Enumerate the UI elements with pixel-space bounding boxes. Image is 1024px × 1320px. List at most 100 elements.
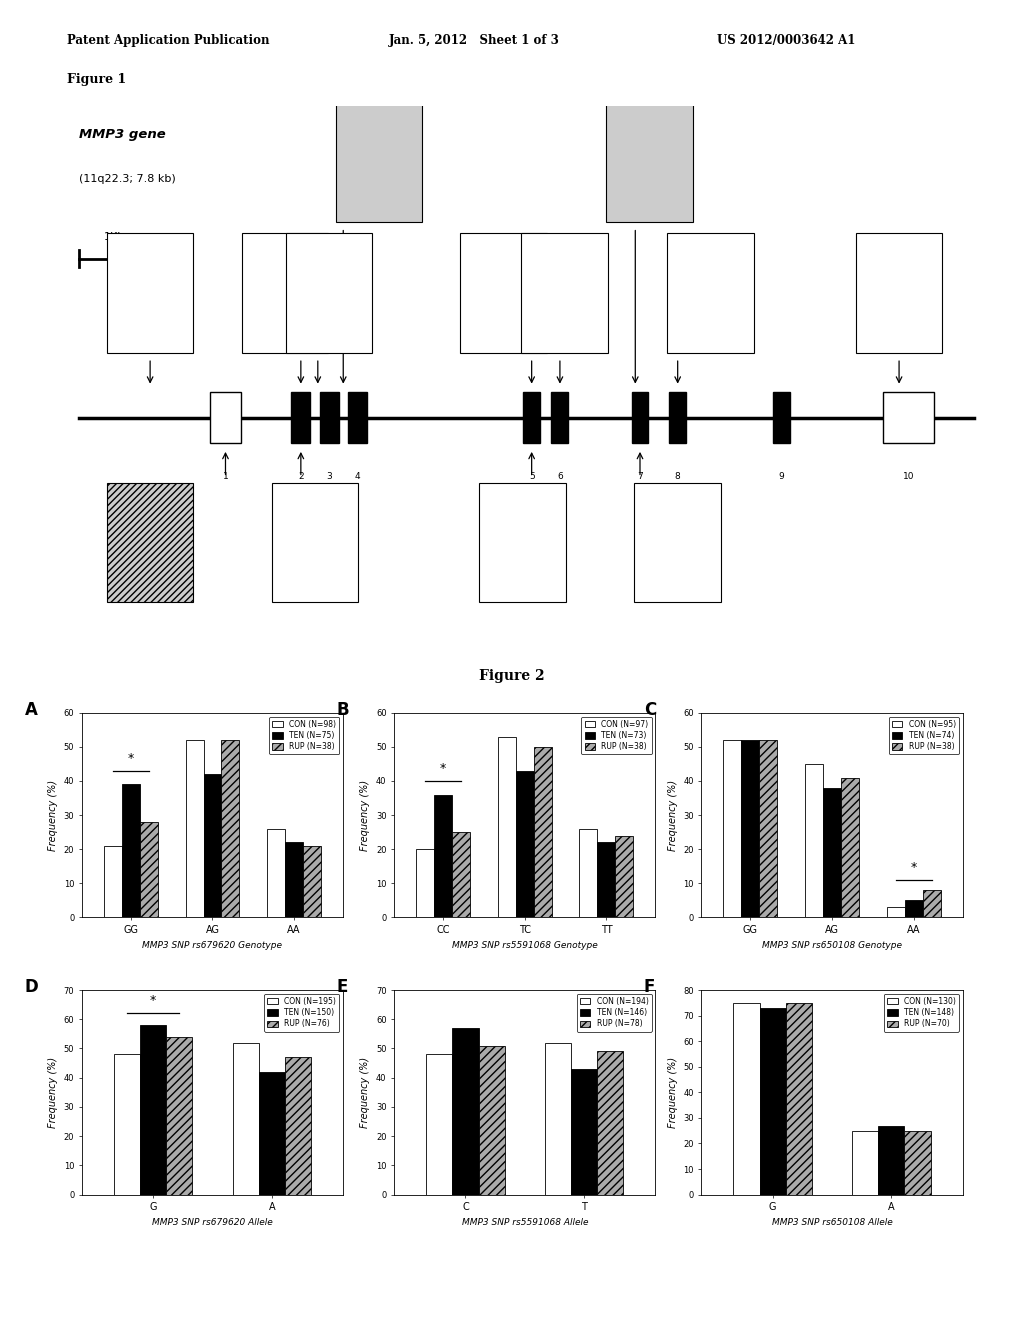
Bar	[760, 741, 777, 917]
Y-axis label: Frequency (%): Frequency (%)	[48, 780, 58, 850]
Text: C/T D96D: C/T D96D	[308, 243, 350, 252]
Bar	[348, 392, 367, 444]
Legend: CON (N=95), TEN (N=74), RUP (N=38): CON (N=95), TEN (N=74), RUP (N=38)	[889, 717, 958, 754]
Text: A/G G264G: A/G G264G	[541, 243, 589, 252]
Bar	[232, 1043, 259, 1195]
Bar	[122, 784, 140, 917]
Bar	[805, 764, 823, 917]
Bar	[204, 774, 221, 917]
Text: 4: 4	[354, 471, 360, 480]
Text: G/A ¹: G/A ¹	[667, 492, 688, 502]
Text: Figure 1: Figure 1	[67, 73, 126, 86]
Bar	[210, 392, 241, 444]
Text: (rs5591068): (rs5591068)	[500, 531, 545, 537]
Bar	[267, 829, 285, 917]
Y-axis label: Frequency (%): Frequency (%)	[360, 1057, 371, 1127]
Text: G, f=0.81: G, f=0.81	[547, 319, 582, 325]
Bar	[904, 900, 923, 917]
Text: (11q22.3; 7.8 kb): (11q22.3; 7.8 kb)	[80, 174, 176, 183]
Bar	[104, 846, 122, 917]
Legend: CON (N=130), TEN (N=148), RUP (N=70): CON (N=130), TEN (N=148), RUP (N=70)	[884, 994, 958, 1031]
Text: *: *	[128, 751, 134, 764]
Text: 2: 2	[298, 471, 304, 480]
Y-axis label: Frequency (%): Frequency (%)	[360, 780, 371, 850]
Text: C/T H377H: C/T H377H	[626, 112, 673, 121]
Text: 1Kb: 1Kb	[104, 232, 125, 242]
Text: A/G E45K: A/G E45K	[295, 492, 336, 502]
Text: *: *	[910, 861, 916, 874]
X-axis label: MMP3 SNP rs5591068 Allele: MMP3 SNP rs5591068 Allele	[462, 1218, 588, 1226]
Text: T, f=0.02²: T, f=0.02²	[485, 319, 521, 326]
Text: (rs41357346): (rs41357346)	[478, 281, 528, 288]
Bar	[773, 392, 790, 444]
Bar	[597, 1051, 624, 1195]
Y-axis label: Frequency (%): Frequency (%)	[668, 1057, 678, 1127]
Text: (rs639752): (rs639752)	[879, 281, 920, 288]
Text: MMP3 gene: MMP3 gene	[80, 128, 166, 141]
Bar	[632, 392, 648, 444]
Bar	[879, 1126, 904, 1195]
Bar	[785, 1003, 812, 1195]
Bar	[571, 1069, 597, 1195]
Bar	[668, 234, 754, 352]
Bar	[285, 842, 303, 917]
Text: US 2012/0003642 A1: US 2012/0003642 A1	[717, 34, 855, 48]
Text: T, f=0.43: T, f=0.43	[883, 319, 915, 325]
Text: B: B	[337, 701, 349, 718]
Bar	[498, 737, 516, 917]
Y-axis label: Frequency (%): Frequency (%)	[48, 1057, 58, 1127]
Text: Jan. 5, 2012   Sheet 1 of 3: Jan. 5, 2012 Sheet 1 of 3	[389, 34, 560, 48]
Bar	[904, 1131, 931, 1195]
Legend: CON (N=98), TEN (N=75), RUP (N=38): CON (N=98), TEN (N=75), RUP (N=38)	[269, 717, 339, 754]
X-axis label: MMP3 SNP rs650108 Genotype: MMP3 SNP rs650108 Genotype	[762, 941, 902, 949]
Text: D: D	[25, 978, 38, 995]
Text: C: C	[644, 701, 656, 718]
Bar	[453, 1028, 478, 1195]
Bar	[523, 392, 540, 444]
Text: C/G T102T: C/G T102T	[356, 112, 402, 121]
Bar	[426, 1055, 453, 1195]
Text: A/G¹ A362A: A/G¹ A362A	[685, 243, 736, 252]
Text: -1612 -/T ³: -1612 -/T ³	[127, 492, 173, 502]
Text: 7: 7	[637, 471, 643, 480]
Bar	[823, 788, 841, 917]
Bar	[106, 483, 194, 602]
Text: *: *	[440, 762, 446, 775]
Bar	[552, 392, 568, 444]
Text: (rs678815): (rs678815)	[265, 281, 305, 288]
Text: G, f=0.43: G, f=0.43	[693, 319, 728, 325]
Bar	[841, 777, 859, 917]
Bar	[259, 1072, 285, 1195]
Bar	[580, 829, 597, 917]
Bar	[221, 741, 240, 917]
Text: C/G: C/G	[278, 243, 293, 252]
Bar	[303, 846, 321, 917]
Bar	[634, 483, 721, 602]
Bar	[741, 741, 760, 917]
Text: Patent Application Publication: Patent Application Publication	[67, 34, 269, 48]
Text: A: A	[25, 701, 37, 718]
Text: G, f=0.10²: G, f=0.10²	[360, 189, 398, 195]
Bar	[166, 1036, 193, 1195]
Text: (rs41516350): (rs41516350)	[625, 150, 674, 157]
Legend: CON (N=194), TEN (N=146), RUP (N=78): CON (N=194), TEN (N=146), RUP (N=78)	[577, 994, 651, 1031]
X-axis label: MMP3 SNP rs5591068 Genotype: MMP3 SNP rs5591068 Genotype	[452, 941, 598, 949]
Bar	[114, 1055, 140, 1195]
Text: (rs679620): (rs679620)	[295, 531, 335, 537]
Bar	[140, 822, 158, 917]
X-axis label: MMP3 SNP rs650108 Allele: MMP3 SNP rs650108 Allele	[772, 1218, 892, 1226]
Bar	[615, 836, 633, 917]
Text: (rs650108): (rs650108)	[657, 531, 697, 537]
Bar	[516, 771, 534, 917]
Bar	[545, 1043, 571, 1195]
Text: -1986 A/G ¹: -1986 A/G ¹	[125, 243, 175, 252]
Y-axis label: Frequency (%): Frequency (%)	[668, 780, 678, 850]
Bar	[521, 234, 608, 352]
Text: F: F	[644, 978, 655, 995]
Text: (rs41390244): (rs41390244)	[354, 150, 403, 157]
Bar	[319, 392, 339, 444]
X-axis label: MMP3 SNP rs679620 Allele: MMP3 SNP rs679620 Allele	[153, 1218, 272, 1226]
Text: 5: 5	[528, 471, 535, 480]
Text: (rs602128): (rs602128)	[309, 281, 349, 288]
Text: T, f=0.02²: T, f=0.02²	[631, 189, 668, 195]
